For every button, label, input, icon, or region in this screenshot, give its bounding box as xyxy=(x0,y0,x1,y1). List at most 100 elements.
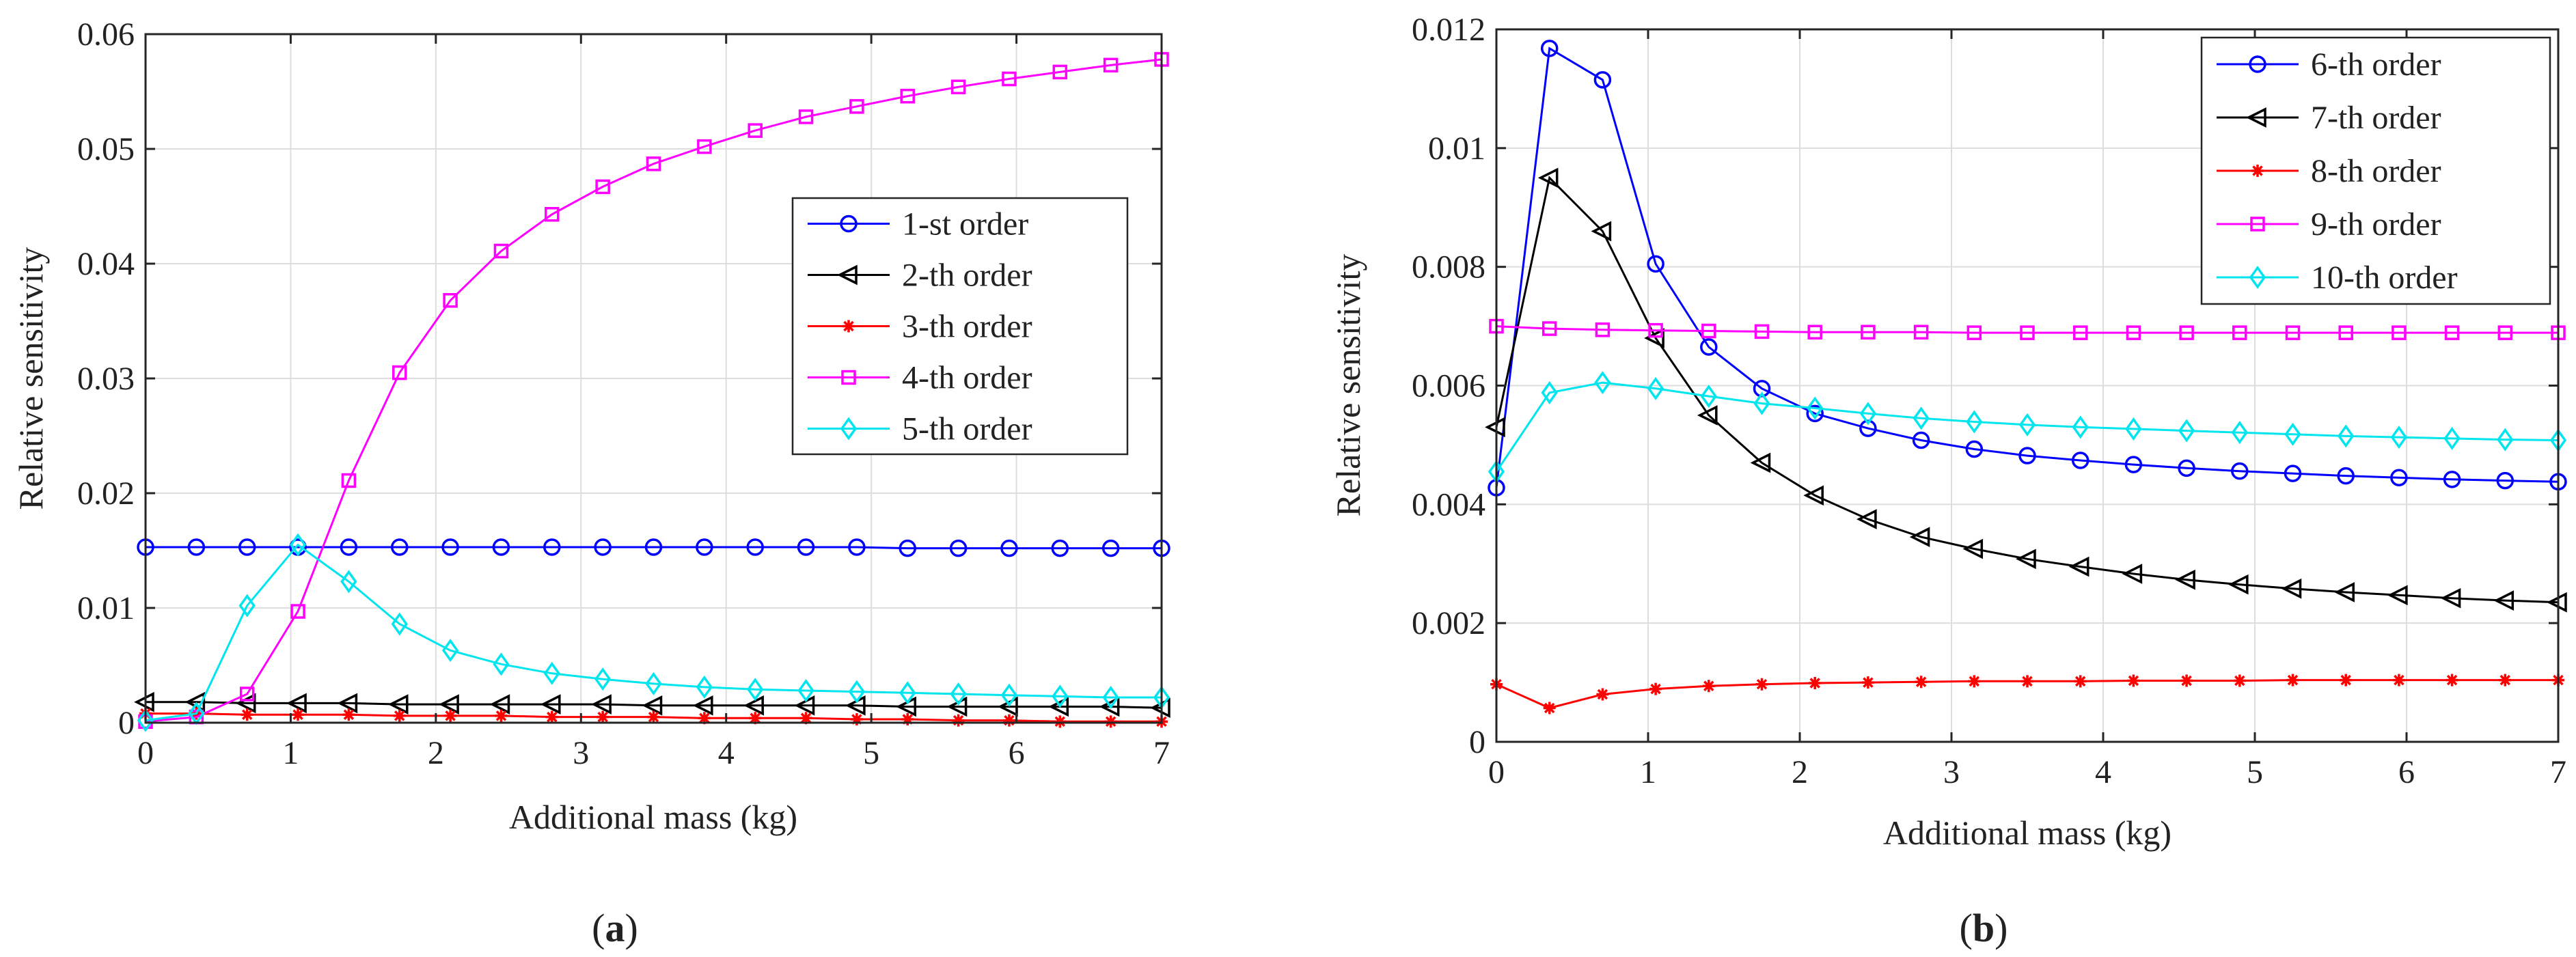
data-point xyxy=(342,708,355,721)
data-point xyxy=(1002,71,1017,87)
y-tick-label: 0.03 xyxy=(77,361,135,397)
data-point xyxy=(545,710,558,723)
y-tick-label: 0.002 xyxy=(1412,605,1485,641)
x-tick-label: 6 xyxy=(2398,754,2415,790)
data-point xyxy=(1702,680,1715,693)
legend-entry: 5-th order xyxy=(808,411,1032,447)
legend-marker xyxy=(840,417,858,441)
ticks-b: 0 1 2 3 4 5 6 7 0 0.002 0.004 0.006 0.008 0.01 0.012 xyxy=(1412,12,2566,790)
data-point xyxy=(797,538,815,556)
data-point xyxy=(743,695,764,716)
panel-label-b: (b) xyxy=(1960,906,2008,950)
data-point xyxy=(393,709,406,722)
legend-label: 8-th order xyxy=(2311,153,2441,189)
y-tick-label: 0.008 xyxy=(1412,249,1485,286)
data-point xyxy=(1054,715,1067,728)
data-point xyxy=(1594,371,1611,395)
data-point xyxy=(2228,574,2249,595)
data-point xyxy=(2338,325,2353,340)
data-point xyxy=(340,570,357,594)
data-point xyxy=(2340,674,2353,686)
data-point xyxy=(289,533,307,557)
data-point xyxy=(241,708,254,721)
data-point xyxy=(2124,456,2143,473)
data-point xyxy=(1099,696,1120,717)
data-point xyxy=(441,538,459,556)
series-b-5 xyxy=(1488,371,2567,484)
data-point xyxy=(2497,428,2514,452)
x-tick-label: 7 xyxy=(1153,735,1170,771)
x-tick-label: 3 xyxy=(1943,754,1960,790)
legend-label: 10-th order xyxy=(2311,260,2458,296)
data-point xyxy=(286,693,307,714)
data-point xyxy=(489,694,510,715)
data-point xyxy=(1102,686,1119,710)
legend-label: 9-th order xyxy=(2311,206,2441,242)
data-point xyxy=(2068,556,2089,577)
data-point xyxy=(441,639,459,663)
data-point xyxy=(493,652,510,676)
data-point xyxy=(2071,452,2089,469)
data-point xyxy=(594,667,612,691)
data-point xyxy=(1595,322,1611,337)
data-point xyxy=(1542,321,1557,336)
ticks-a: 0 1 2 3 4 5 6 7 0 0.01 0.02 0.03 0.04 0.05 0.06 xyxy=(77,16,1170,771)
data-point xyxy=(2179,325,2194,340)
data-point xyxy=(2392,674,2405,686)
data-point xyxy=(2175,569,2195,590)
data-point xyxy=(1647,376,1664,400)
data-point xyxy=(2440,587,2461,609)
data-point xyxy=(444,709,457,722)
series-a-5 xyxy=(137,533,1170,732)
data-point xyxy=(1647,255,1664,273)
data-point xyxy=(696,675,713,699)
x-tick-label: 0 xyxy=(137,735,154,771)
data-point xyxy=(794,695,815,716)
legend-label: 1-st order xyxy=(902,206,1028,242)
data-point xyxy=(848,538,866,556)
x-tick-label: 0 xyxy=(1488,754,1505,790)
data-point xyxy=(1002,714,1015,727)
data-point xyxy=(540,694,561,715)
data-point xyxy=(1104,715,1117,728)
data-point xyxy=(697,139,712,154)
data-point xyxy=(1968,675,1981,688)
data-point xyxy=(1859,419,1877,437)
plot-area-a xyxy=(134,52,1170,732)
data-point xyxy=(1753,380,1771,398)
data-point xyxy=(2443,426,2461,450)
data-point xyxy=(848,680,866,704)
data-point xyxy=(2232,325,2247,340)
series-line xyxy=(1495,381,2559,473)
data-point xyxy=(392,365,407,380)
data-point xyxy=(2018,447,2036,464)
data-point xyxy=(1649,682,1662,695)
legend-entry: 7-th order xyxy=(2217,100,2441,136)
legend-label: 7-th order xyxy=(2311,100,2441,136)
x-tick-label: 6 xyxy=(1009,735,1025,771)
data-point xyxy=(2233,674,2246,687)
panel-label-a: (a) xyxy=(592,906,638,950)
data-point xyxy=(2445,674,2458,686)
data-point xyxy=(950,682,967,706)
data-point xyxy=(2286,674,2299,686)
data-point xyxy=(2285,325,2301,340)
data-point xyxy=(2122,564,2143,584)
data-point xyxy=(1861,676,1874,689)
legend-b: 6-th order 7-th order 8-th order 9-th order… xyxy=(2200,36,2551,305)
data-point xyxy=(137,708,154,732)
data-point xyxy=(2334,582,2355,602)
data-point xyxy=(698,712,711,725)
data-point xyxy=(543,661,560,685)
legend-marker xyxy=(841,370,856,385)
data-point xyxy=(2444,325,2460,340)
legend-entry: 10-th order xyxy=(2217,260,2458,296)
x-tick-label: 5 xyxy=(2247,754,2263,790)
data-point xyxy=(443,293,458,308)
series-line xyxy=(145,58,1162,723)
data-point xyxy=(1803,485,1824,506)
data-point xyxy=(1596,688,1609,701)
data-point xyxy=(2178,419,2195,443)
y-tick-label: 0.01 xyxy=(1428,130,1485,167)
series-line xyxy=(146,701,1162,709)
